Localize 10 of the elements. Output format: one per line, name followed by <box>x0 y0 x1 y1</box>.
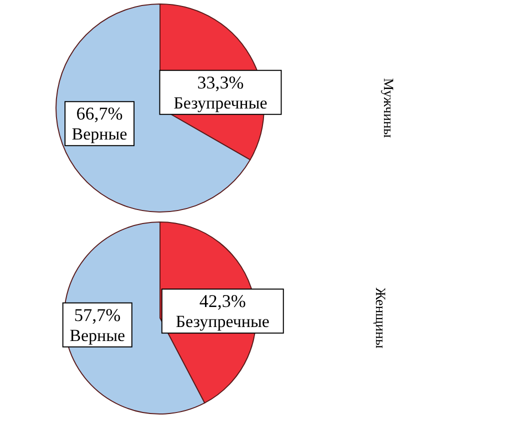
text: Мужчины <box>380 78 395 138</box>
slice-label: Верные <box>72 124 128 144</box>
data-label: 66,7% <box>76 104 123 124</box>
slice-label: Безупречные <box>174 93 268 112</box>
text: Женщины <box>372 288 387 349</box>
slice-label: Верные <box>70 326 126 345</box>
slice-label: Безупречные <box>176 312 270 332</box>
data-label: 33,3% <box>197 72 244 92</box>
data-label: 42,3% <box>199 291 246 312</box>
data-label: 57,7% <box>74 304 121 325</box>
